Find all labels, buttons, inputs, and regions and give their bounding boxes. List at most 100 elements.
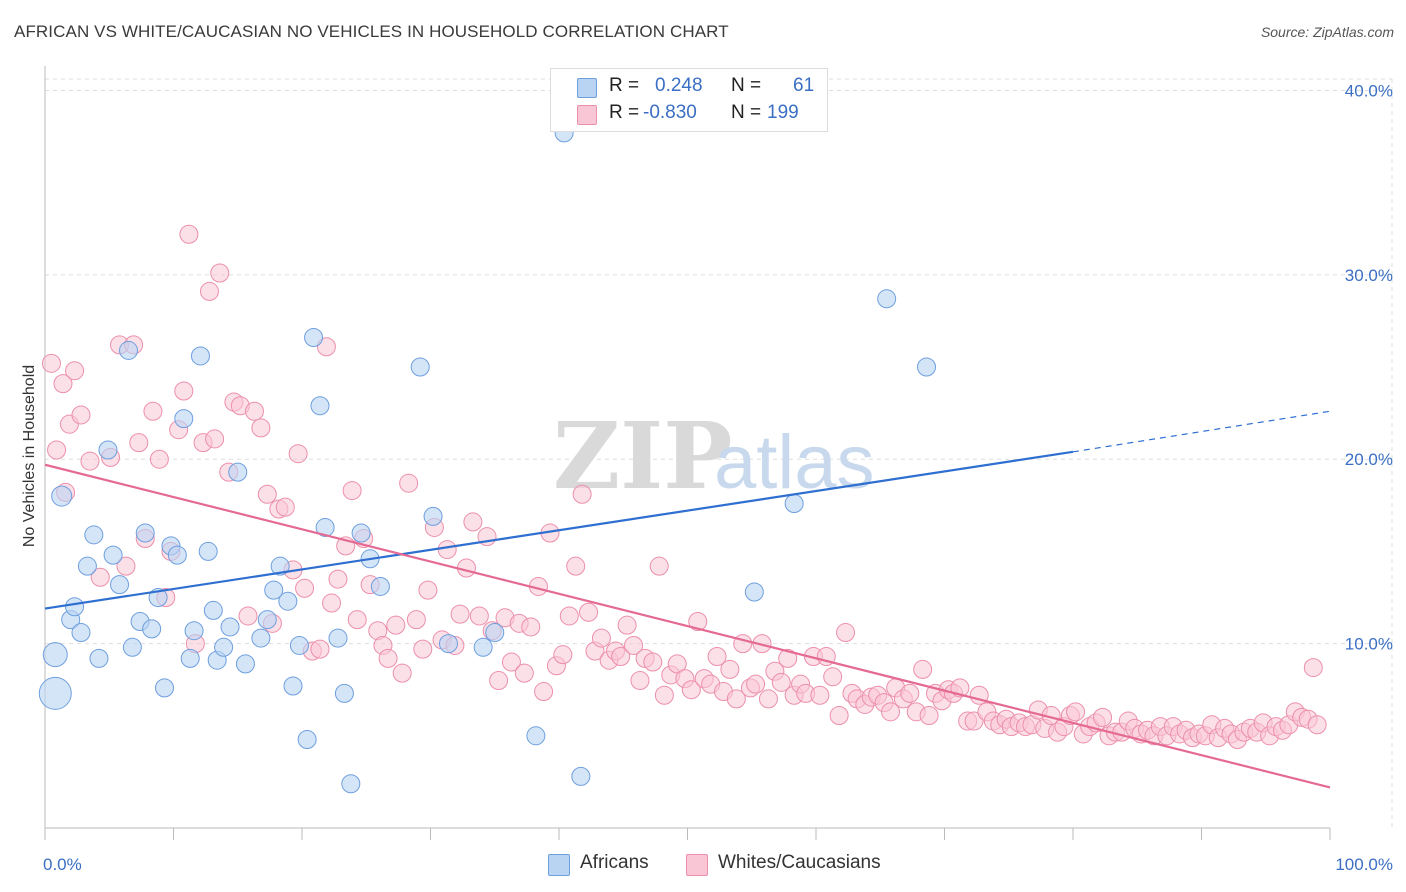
whites-point [630,670,650,690]
legend-whites-r: -0.830 [643,102,697,123]
whites-point [707,647,727,667]
whites-point [179,224,199,244]
whites-point [149,449,169,469]
africans-point [65,597,85,617]
africans-point [214,637,234,657]
africans-point [180,648,200,668]
africans-point [328,628,348,648]
africans-point [251,628,271,648]
legend-africans-n: 61 [793,75,815,96]
africans-point [38,676,72,710]
africans-point [310,396,330,416]
whites-point [688,611,708,631]
africans-points [38,123,937,794]
whites-point [624,635,644,655]
whites-point [553,645,573,665]
whites-point [116,556,136,576]
africans-point [122,637,142,657]
legend-africans-r: 0.248 [655,75,703,96]
whites-point [71,405,91,425]
whites-point [611,647,631,667]
whites-point [342,481,362,501]
africans-point [438,634,458,654]
africans-point [278,591,298,611]
whites-point [210,263,230,283]
whites-point [80,451,100,471]
africans-point [917,357,937,377]
x-tick-label-min: 0.0% [43,855,82,874]
whites-point [521,617,541,637]
africans-point [410,357,430,377]
africans-point [283,676,303,696]
whites-point [310,639,330,659]
whites-point [667,654,687,674]
africans-point [877,289,897,309]
africans-point [264,580,284,600]
africans-swatch [548,854,570,876]
africans-point [571,766,591,786]
trend-lines [44,410,1331,789]
whites-point [316,337,336,357]
whites-point [257,484,277,504]
whites-point [881,702,901,722]
whites-swatch [577,105,597,125]
africans-point [155,678,175,698]
africans-point [190,346,210,366]
x-tick-label-max: 100.0% [1335,855,1393,874]
legend-whites-n: 199 [767,102,799,123]
legend-n-label: N = [731,75,762,96]
whites-point [771,672,791,692]
legend-r-label: R = [609,102,640,123]
whites-trend-line [44,463,1331,789]
africans-point [526,726,546,746]
whites-point [244,401,264,421]
whites-point [1093,707,1113,727]
africans-point [257,610,277,630]
whites-point [418,580,438,600]
whites-point [643,652,663,672]
whites-point [726,689,746,709]
africans-point [220,617,240,637]
whites-point [41,353,61,373]
africans-point [71,623,91,643]
y-axis-label: No Vehicles in Household [21,365,38,547]
africans-point [370,576,390,596]
whites-point [758,689,778,709]
bottom-legend-africans-label: Africans [580,852,649,873]
africans-point [351,523,371,543]
africans-point [228,462,248,482]
whites-point [681,680,701,700]
legend-n-label: N = [731,102,762,123]
whites-point [406,610,426,630]
whites-point [1307,715,1327,735]
whites-point [129,433,149,453]
whites-point [900,683,920,703]
africans-point [315,517,335,537]
africans-point [473,637,493,657]
whites-point [295,578,315,598]
africans-point [744,582,764,602]
whites-point [617,615,637,635]
grid-lines [45,78,1393,828]
africans-point [103,545,123,565]
whites-point [919,706,939,726]
watermark: ZIP atlas [553,402,875,510]
whites-point [654,685,674,705]
whites-point [566,556,586,576]
africans-point [485,623,505,643]
whites-point [65,361,85,381]
whites-point [322,593,342,613]
africans-point [198,541,218,561]
whites-point [450,604,470,624]
whites-point [47,440,67,460]
whites-point [386,615,406,635]
africans-point [167,545,187,565]
whites-point [199,281,219,301]
whites-point [1303,658,1323,678]
africans-point [174,409,194,429]
whites-point [174,381,194,401]
stats-legend: R = 0.248 N = 61 R = -0.830 N = 199 [550,68,828,132]
whites-point [746,674,766,694]
africans-point [235,654,255,674]
